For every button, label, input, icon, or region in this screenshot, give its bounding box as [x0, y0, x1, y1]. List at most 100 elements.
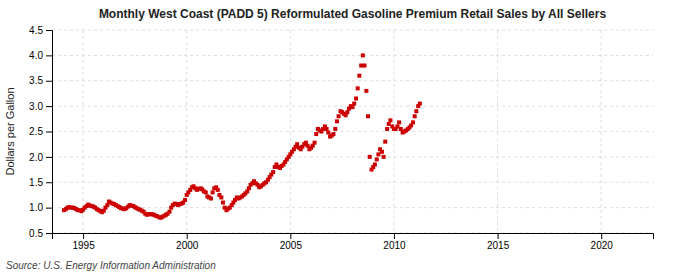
point [414, 109, 418, 113]
tick-mark [46, 106, 52, 107]
grid-line [52, 131, 653, 132]
point [418, 102, 422, 106]
tick: 2020 [591, 233, 614, 251]
y-axis-title: Dollars per Gallon [4, 87, 16, 175]
tick-label: 1.5 [29, 177, 43, 188]
tick: 2015 [487, 233, 510, 251]
point [333, 127, 337, 131]
point [345, 110, 349, 114]
point [373, 162, 377, 166]
x-axis: 1995 2000 2005 2010 2015 2020 [53, 233, 654, 251]
tick-mark [498, 233, 499, 239]
tick-mark [46, 30, 52, 31]
tick-mark [290, 233, 291, 239]
tick-mark [187, 233, 188, 239]
tick: 4.0 [29, 50, 52, 61]
tick: 1.0 [29, 202, 52, 213]
tick-label: 2000 [176, 240, 199, 251]
point [397, 120, 401, 124]
tick: 0.5 [29, 228, 52, 239]
tick-mark [46, 157, 52, 158]
point [211, 190, 215, 194]
tick: 2000 [176, 233, 199, 251]
point [221, 201, 225, 205]
tick-mark [46, 55, 52, 56]
point [388, 118, 392, 122]
point [204, 190, 208, 194]
point [356, 86, 360, 90]
point [216, 188, 220, 192]
tick-label: 2005 [280, 240, 303, 251]
point [219, 195, 223, 199]
point [364, 89, 368, 93]
tick-mark [46, 233, 52, 234]
point [331, 132, 335, 136]
point [313, 141, 317, 145]
point [363, 64, 367, 68]
point [326, 131, 330, 135]
grid [52, 30, 653, 233]
point [385, 127, 389, 131]
point [352, 102, 356, 106]
tick-label: 2.0 [29, 152, 43, 163]
point [271, 170, 275, 174]
point [375, 157, 379, 161]
grid-line [52, 30, 653, 31]
tick-mark [46, 208, 52, 209]
grid-line [52, 55, 653, 56]
tick-label: 4.0 [29, 50, 43, 61]
plot: 1995 2000 2005 2010 2015 2020 0.5 1.0 1.5 2.0 2.5 3… [29, 25, 653, 251]
point [399, 127, 403, 131]
point [376, 152, 380, 156]
tick: 2010 [383, 233, 406, 251]
point [351, 105, 355, 109]
tick: 3.0 [29, 101, 52, 112]
point [413, 114, 417, 118]
tick-label: 1.0 [29, 202, 43, 213]
point [325, 127, 329, 131]
tick-label: 2010 [383, 240, 406, 251]
point [247, 186, 251, 190]
point [387, 122, 391, 126]
y-axis: 0.5 1.0 1.5 2.0 2.5 3.0 3.5 4.0 4.5 [29, 25, 52, 239]
tick: 4.5 [29, 25, 52, 36]
tick-label: 1995 [72, 240, 95, 251]
point [314, 132, 318, 136]
tick: 3.5 [29, 75, 52, 86]
grid-line [52, 80, 653, 81]
point [383, 140, 387, 144]
chart: 1995 2000 2005 2010 2015 2020 0.5 1.0 1.5 2.0 2.5 3… [0, 0, 675, 275]
tick-mark [46, 132, 52, 133]
point [411, 120, 415, 124]
tick-label: 4.5 [29, 25, 43, 36]
grid-line [52, 207, 653, 208]
grid-line [52, 182, 653, 183]
tick: 1.5 [29, 177, 52, 188]
axis-line [53, 234, 654, 240]
points [62, 53, 422, 219]
tick-label: 0.5 [29, 228, 43, 239]
point [295, 142, 299, 146]
point [335, 119, 339, 123]
tick: 1995 [72, 233, 95, 251]
tick: 2005 [280, 233, 303, 251]
point [183, 198, 187, 202]
point [380, 150, 384, 154]
point [337, 114, 341, 118]
point [368, 155, 372, 159]
tick-mark [46, 81, 52, 82]
tick-mark [83, 233, 84, 239]
point [209, 196, 213, 200]
tick-label: 3.0 [29, 101, 43, 112]
tick-label: 2.5 [29, 126, 43, 137]
tick-mark [601, 233, 602, 239]
axis-line [46, 31, 53, 234]
tick: 2.0 [29, 152, 52, 163]
point [366, 114, 370, 118]
title: Monthly West Coast (PADD 5) Reformulated… [99, 7, 607, 21]
point [168, 210, 172, 214]
tick-label: 2020 [591, 240, 614, 251]
tick-mark [46, 182, 52, 183]
point [306, 144, 310, 148]
grid-line [290, 30, 291, 233]
